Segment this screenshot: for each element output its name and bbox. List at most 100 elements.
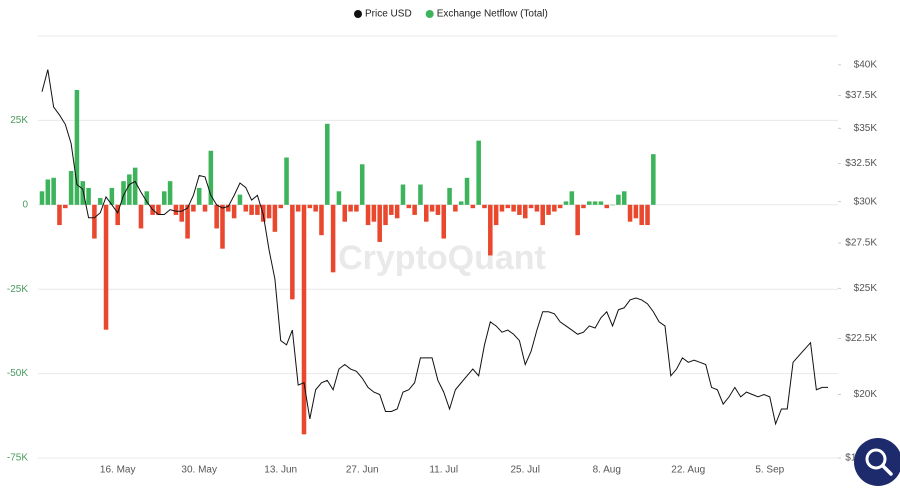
y2-tick-label: $35K [854,123,878,134]
bar [86,187,91,205]
bar [528,204,534,209]
x-tick-label: 13. Jun [264,465,297,476]
bar [231,204,237,219]
bar [74,90,80,205]
bar [488,204,493,256]
x-tick-label: 16. May [100,465,136,476]
bar [51,177,56,205]
bar [103,204,109,330]
bar [651,154,656,205]
bar [278,204,283,209]
bar [330,204,336,273]
bar [493,204,499,226]
bar [517,204,522,215]
bar [243,204,249,212]
bar [482,204,487,209]
bar [173,204,179,215]
bar [208,150,214,205]
bar [144,191,150,205]
bar [453,204,458,212]
legend-marker [354,10,362,18]
bar [313,204,318,212]
bar [156,204,161,215]
bar [598,201,604,205]
bar [435,204,441,215]
bar [447,187,452,205]
y2-tick-label: $37.5K [845,90,877,101]
bar [290,204,295,300]
bar [587,201,592,205]
bar [400,184,406,205]
bar [522,204,528,219]
bar [348,204,353,212]
y-tick-label: -25K [7,284,28,295]
x-tick-label: 5. Sep [755,465,784,476]
bar [92,204,97,239]
x-tick-label: 30. May [181,465,217,476]
bar [645,204,650,226]
bar [569,191,575,205]
bar [441,204,447,239]
bar [557,204,563,209]
bar [354,204,359,212]
bar [604,204,610,209]
x-tick-label: 22. Aug [671,465,705,476]
bar [295,204,301,212]
bar [220,204,225,249]
bar [505,204,511,209]
bar [226,204,231,212]
bar [639,204,644,226]
search-icon [865,448,887,470]
bar [167,181,173,205]
bar [406,204,412,209]
search-button-bg[interactable] [854,438,900,486]
bar [325,123,330,205]
bar [307,204,313,209]
bar [499,204,505,212]
search-icon-handle [881,464,893,476]
bar [546,204,551,215]
bar [359,164,365,205]
bar [389,204,394,215]
y2-tick-label: $25K [854,283,878,294]
bar [540,204,545,226]
bar [255,204,260,215]
bar [511,204,516,212]
bar [127,174,132,205]
bar [109,187,115,205]
bar [319,204,324,236]
x-tick-label: 8. Aug [593,465,621,476]
bar [534,204,540,212]
bar [563,201,569,205]
bar [39,191,45,205]
bar [161,191,167,205]
bar [214,204,219,229]
bar [132,167,138,205]
y-tick-label: -75K [7,453,28,464]
bar [138,204,144,229]
y2-tick-label: $30K [854,196,878,207]
bar [57,204,62,226]
bar [284,157,289,205]
bar [592,201,598,205]
bar [63,204,68,209]
bar [196,187,202,205]
y2-tick-label: $32.5K [845,158,877,169]
bar [383,204,388,226]
bar [412,204,417,215]
bar [610,204,615,206]
x-tick-label: 11. Jul [429,465,458,476]
bar [621,191,627,205]
bar [365,204,371,226]
legend: Price USD Exchange Netflow (Total) [354,9,548,20]
bar [301,204,307,435]
bar [552,204,557,212]
bar [191,204,196,212]
bar [476,140,481,205]
search-button[interactable] [854,438,900,486]
bar [272,204,278,232]
x-tick-label: 27. Jun [346,465,379,476]
bar [342,204,348,222]
watermark: CryptoQuant [338,239,546,277]
